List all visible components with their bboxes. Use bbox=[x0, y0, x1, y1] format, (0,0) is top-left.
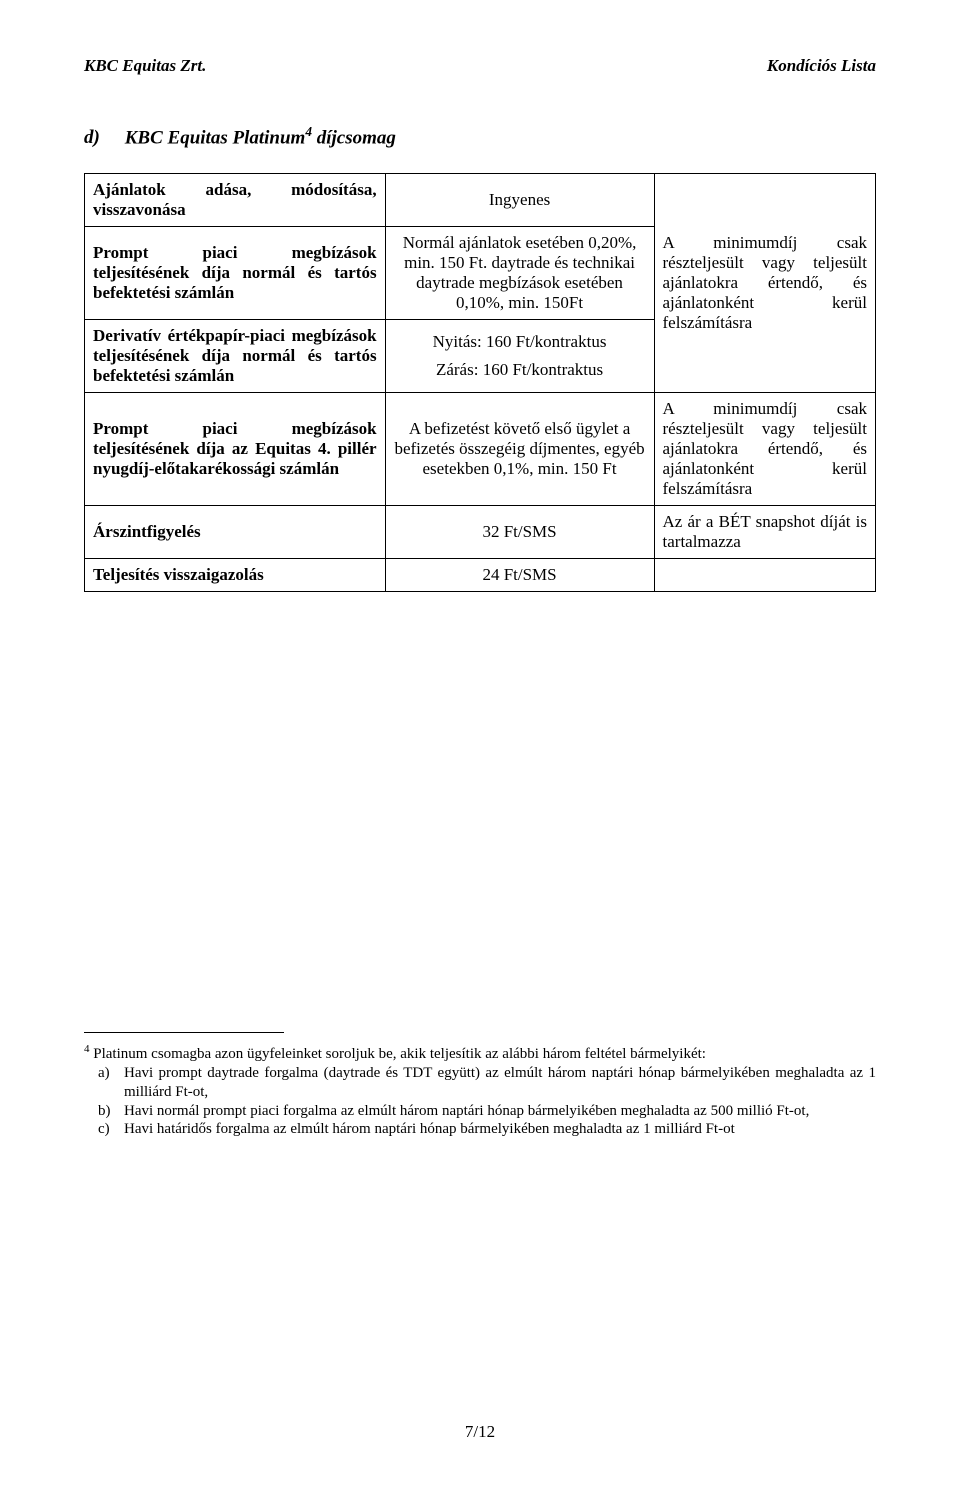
footnote-marker: a) bbox=[98, 1064, 110, 1083]
row-note bbox=[654, 559, 875, 592]
footnote-text: Havi prompt daytrade forgalma (daytrade … bbox=[124, 1065, 876, 1100]
footnote-intro-text: Platinum csomagba azon ügyfeleinket soro… bbox=[90, 1046, 706, 1062]
footnote: 4 Platinum csomagba azon ügyfeleinket so… bbox=[84, 1043, 876, 1139]
section-heading: d) KBC Equitas Platinum4 díjcsomag bbox=[84, 124, 876, 149]
footnote-marker: c) bbox=[98, 1120, 110, 1139]
footnote-list: a) Havi prompt daytrade forgalma (daytra… bbox=[84, 1064, 876, 1139]
row-value: 32 Ft/SMS bbox=[385, 506, 654, 559]
row-label: Árszintfigyelés bbox=[85, 506, 386, 559]
row-label: Derivatív értékpapír-piaci megbízások te… bbox=[85, 320, 386, 393]
section-ordinal: d) bbox=[84, 127, 120, 149]
table-row: Prompt piaci megbízások teljesítésének d… bbox=[85, 393, 876, 506]
row-label: Teljesítés visszaigazolás bbox=[85, 559, 386, 592]
row-value-line1: Nyitás: 160 Ft/kontraktus bbox=[394, 328, 646, 356]
footnote-separator bbox=[84, 1032, 284, 1033]
footnote-text: Havi normál prompt piaci forgalma az elm… bbox=[124, 1103, 809, 1119]
row-note: Az ár a BÉT snapshot díját is tartalmazz… bbox=[654, 506, 875, 559]
row-value: A befizetést követő első ügylet a befize… bbox=[385, 393, 654, 506]
section-title-suffix: díjcsomag bbox=[312, 127, 396, 148]
footnote-item: b) Havi normál prompt piaci forgalma az … bbox=[124, 1102, 876, 1121]
row-value: Ingyenes bbox=[385, 174, 654, 227]
footnote-marker: b) bbox=[98, 1102, 111, 1121]
footnote-item: a) Havi prompt daytrade forgalma (daytra… bbox=[124, 1064, 876, 1102]
page-header: KBC Equitas Zrt. Kondíciós Lista bbox=[84, 56, 876, 76]
footnote-item: c) Havi határidős forgalma az elmúlt hár… bbox=[124, 1120, 876, 1139]
fee-table: Ajánlatok adása, módosítása, visszavonás… bbox=[84, 173, 876, 592]
table-row: Teljesítés visszaigazolás 24 Ft/SMS bbox=[85, 559, 876, 592]
row-label: Prompt piaci megbízások teljesítésének d… bbox=[85, 393, 386, 506]
row-value: 24 Ft/SMS bbox=[385, 559, 654, 592]
table-row: Árszintfigyelés 32 Ft/SMS Az ár a BÉT sn… bbox=[85, 506, 876, 559]
header-right: Kondíciós Lista bbox=[767, 56, 876, 76]
row-value: Normál ajánlatok esetében 0,20%, min. 15… bbox=[385, 227, 654, 320]
row-note: A minimumdíj csak részteljesült vagy tel… bbox=[654, 393, 875, 506]
page-number: 7/12 bbox=[0, 1422, 960, 1442]
header-left: KBC Equitas Zrt. bbox=[84, 56, 206, 76]
table-row: Ajánlatok adása, módosítása, visszavonás… bbox=[85, 174, 876, 227]
footnote-text: Havi határidős forgalma az elmúlt három … bbox=[124, 1121, 735, 1137]
row-label: Ajánlatok adása, módosítása, visszavonás… bbox=[85, 174, 386, 227]
section-title-sup: 4 bbox=[305, 124, 312, 139]
row-value-line2: Zárás: 160 Ft/kontraktus bbox=[394, 356, 646, 384]
footnote-intro: 4 Platinum csomagba azon ügyfeleinket so… bbox=[84, 1043, 876, 1064]
row-note: A minimumdíj csak részteljesült vagy tel… bbox=[663, 233, 867, 333]
row-label: Prompt piaci megbízások teljesítésének d… bbox=[85, 227, 386, 320]
section-title-prefix: KBC Equitas Platinum bbox=[125, 127, 306, 148]
row-value: Nyitás: 160 Ft/kontraktus Zárás: 160 Ft/… bbox=[385, 320, 654, 393]
